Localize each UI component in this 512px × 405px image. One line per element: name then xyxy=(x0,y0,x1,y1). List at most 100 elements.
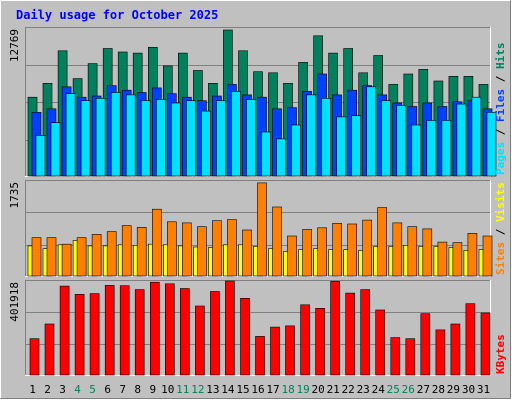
legend-files: Files xyxy=(494,89,507,122)
bar-kbytes-day-8 xyxy=(134,289,145,376)
bar-kbytes-day-25 xyxy=(390,337,401,376)
x-label-day-22: 22 xyxy=(342,383,355,396)
bar-sites-day-1 xyxy=(31,237,42,277)
panel-legend: Sites / Visits xyxy=(494,182,507,275)
x-label-day-31: 31 xyxy=(477,383,490,396)
bar-kbytes-day-2 xyxy=(44,323,55,376)
bar-pages-day-21 xyxy=(336,116,346,177)
bar-pages-day-16 xyxy=(261,131,271,177)
bar-pages-day-5 xyxy=(95,98,106,177)
bar-pages-day-1 xyxy=(35,135,46,177)
bar-pages-day-7 xyxy=(125,94,136,177)
bar-sites-day-10 xyxy=(167,221,177,277)
panel-kbytes: 401918 KBytes xyxy=(8,280,507,376)
bar-pages-day-24 xyxy=(381,100,392,177)
bar-sites-day-26 xyxy=(407,226,418,277)
bar-kbytes-day-17 xyxy=(270,326,280,376)
x-label-day-16: 16 xyxy=(251,383,264,396)
bar-pages-day-20 xyxy=(321,98,331,177)
bar-kbytes-day-15 xyxy=(240,297,250,376)
bar-pages-day-4 xyxy=(80,100,91,177)
panel-legend: KBytes xyxy=(494,334,507,374)
x-label-day-7: 7 xyxy=(119,383,126,396)
bar-kbytes-day-31 xyxy=(480,312,491,376)
bar-sites-day-7 xyxy=(121,225,132,277)
bar-sites-day-12 xyxy=(197,226,207,277)
legend-separator: / xyxy=(494,69,507,89)
bar-pages-day-3 xyxy=(65,93,76,177)
bar-pages-day-2 xyxy=(50,122,61,177)
bar-sites-day-8 xyxy=(136,227,147,277)
legend-visits: Visits xyxy=(494,182,507,222)
bar-kbytes-day-23 xyxy=(360,289,371,376)
x-label-day-17: 17 xyxy=(266,383,279,396)
bar-kbytes-day-9 xyxy=(150,281,160,376)
legend-sites: Sites xyxy=(494,242,507,275)
bar-sites-day-18 xyxy=(287,235,297,277)
legend-separator: / xyxy=(494,222,507,242)
bar-sites-day-25 xyxy=(392,222,403,277)
bar-kbytes-day-12 xyxy=(195,305,205,376)
bar-pages-day-8 xyxy=(140,100,151,177)
x-label-day-8: 8 xyxy=(134,383,141,396)
bar-sites-day-4 xyxy=(76,237,87,277)
bar-sites-day-3 xyxy=(61,243,72,277)
bar-sites-day-16 xyxy=(257,182,267,277)
bar-pages-day-17 xyxy=(276,138,286,177)
bar-sites-day-24 xyxy=(377,207,388,277)
bar-kbytes-day-16 xyxy=(255,336,265,376)
bar-pages-day-12 xyxy=(201,110,211,177)
x-label-day-23: 23 xyxy=(357,383,370,396)
bar-kbytes-day-14 xyxy=(225,280,235,376)
bar-pages-day-22 xyxy=(351,115,362,177)
x-label-day-6: 6 xyxy=(104,383,111,396)
x-label-day-19: 19 xyxy=(296,383,309,396)
bar-sites-day-27 xyxy=(422,228,433,277)
x-label-day-29: 29 xyxy=(447,383,460,396)
bar-sites-day-14 xyxy=(227,219,237,277)
panel-visits-sites: 1735 Sites / Visits xyxy=(8,180,507,277)
bar-kbytes-day-21 xyxy=(330,281,340,376)
bar-pages-day-19 xyxy=(306,94,316,177)
x-label-day-26: 26 xyxy=(402,383,415,396)
bar-sites-day-6 xyxy=(106,231,117,277)
bar-sites-day-20 xyxy=(317,227,327,277)
bar-pages-day-14 xyxy=(231,91,241,177)
x-label-day-5: 5 xyxy=(89,383,96,396)
bar-pages-day-26 xyxy=(411,124,422,177)
x-label-day-9: 9 xyxy=(149,383,156,396)
bar-kbytes-day-3 xyxy=(59,285,70,376)
legend-pages: Pages xyxy=(494,142,507,175)
bar-sites-day-17 xyxy=(272,206,282,277)
bar-kbytes-day-1 xyxy=(29,338,40,376)
bar-sites-day-5 xyxy=(91,234,102,277)
bar-kbytes-day-10 xyxy=(165,283,175,376)
bar-sites-day-23 xyxy=(362,219,373,277)
bar-kbytes-day-29 xyxy=(450,323,461,376)
bar-pages-day-29 xyxy=(456,103,467,177)
bar-sites-day-11 xyxy=(182,222,192,277)
bar-kbytes-day-18 xyxy=(285,325,295,376)
chart-panels: 12769 Pages / Files / Hits 1735 Sites / Vis… xyxy=(8,27,507,376)
x-label-day-12: 12 xyxy=(191,383,204,396)
bar-kbytes-day-19 xyxy=(300,304,310,376)
bar-sites-day-28 xyxy=(437,241,448,277)
x-label-day-3: 3 xyxy=(59,383,66,396)
bar-kbytes-day-7 xyxy=(119,285,130,376)
legend-kbytes: KBytes xyxy=(494,334,507,374)
panel-scale-label: 12769 xyxy=(8,29,21,62)
bar-kbytes-day-11 xyxy=(180,288,190,376)
bar-kbytes-day-28 xyxy=(435,329,446,376)
x-label-day-30: 30 xyxy=(462,383,475,396)
bar-pages-day-30 xyxy=(471,96,482,177)
x-label-day-4: 4 xyxy=(74,383,81,396)
panel-legend: Pages / Files / Hits xyxy=(494,43,507,176)
x-label-day-11: 11 xyxy=(176,383,189,396)
bar-pages-day-27 xyxy=(426,120,437,177)
x-label-day-14: 14 xyxy=(221,383,235,396)
chart-title: Daily usage for October 2025 xyxy=(16,8,218,22)
x-label-day-13: 13 xyxy=(206,383,219,396)
bar-kbytes-day-26 xyxy=(405,338,416,376)
x-label-day-10: 10 xyxy=(161,383,174,396)
bar-kbytes-day-27 xyxy=(420,313,431,376)
